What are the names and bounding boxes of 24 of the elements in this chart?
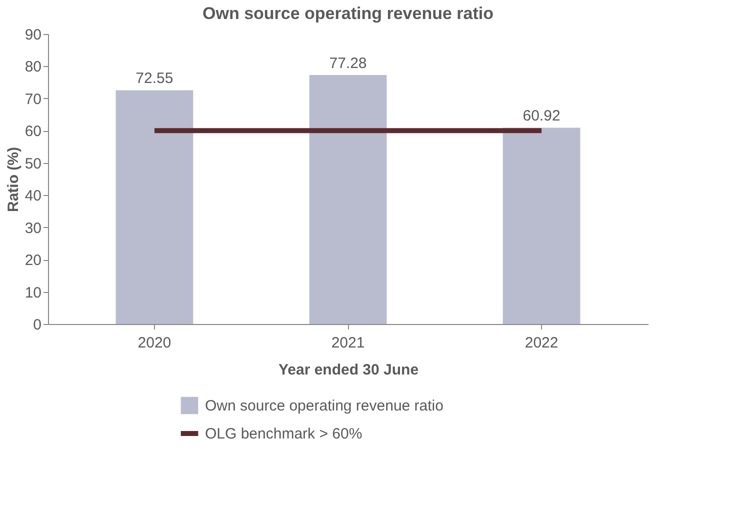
x-tick-label: 2022 <box>524 334 558 352</box>
bar <box>309 74 387 324</box>
x-tick-label: 2021 <box>331 334 365 352</box>
y-tick-label: 40 <box>24 188 42 205</box>
y-tick-label: 0 <box>33 316 42 334</box>
y-tick-label: 60 <box>24 123 42 140</box>
bar <box>116 90 194 324</box>
data-label: 60.92 <box>522 108 560 125</box>
y-tick-label: 90 <box>24 26 42 44</box>
legend-label: OLG benchmark > 60% <box>205 426 362 442</box>
data-label: 77.28 <box>329 54 367 72</box>
y-tick-label: 50 <box>24 155 42 172</box>
chart-title: Own source operating revenue ratio <box>202 4 494 23</box>
x-axis-title: Year ended 30 June <box>278 362 419 378</box>
x-tick-label: 2020 <box>138 334 172 352</box>
y-tick-label: 20 <box>24 252 42 270</box>
legend-label: Own source operating revenue ratio <box>205 398 444 414</box>
y-axis-title: Ratio (%) <box>4 147 22 212</box>
y-tick-label: 10 <box>24 284 42 302</box>
y-tick-label: 70 <box>24 90 42 108</box>
bar <box>502 128 580 324</box>
data-label: 72.55 <box>136 70 174 88</box>
y-tick-label: 80 <box>24 58 42 76</box>
y-tick-label: 30 <box>24 220 42 237</box>
